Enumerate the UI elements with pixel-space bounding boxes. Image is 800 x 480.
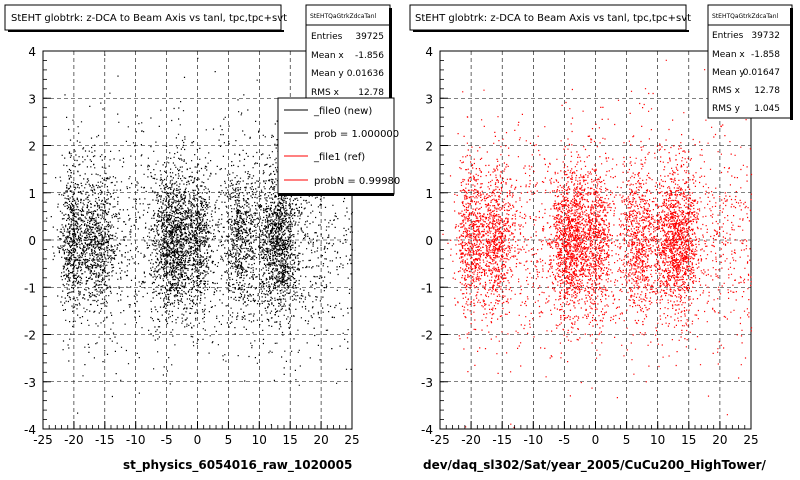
right-stats-label-entries: Entries [712, 31, 744, 41]
right-stats-label-mean-x: Mean x [712, 50, 745, 60]
x-tick-label: 0 [592, 433, 600, 447]
right-stats-value-mean-x: -1.858 [751, 50, 780, 60]
left-stats-value-mean-x: -1.856 [355, 51, 384, 61]
left-stats-box: StEHTQaGtrkZdcaTanl Entries 39725 Mean x… [305, 4, 392, 104]
left-scatter-points [46, 54, 353, 426]
y-tick-label: 4 [28, 45, 36, 59]
legend-label-file1: _file1 (ref) [313, 152, 365, 163]
y-tick-label: -2 [24, 329, 36, 343]
scatter-points-path [442, 59, 753, 429]
y-tick-label: 2 [28, 140, 36, 154]
x-tick-label: 10 [650, 433, 665, 447]
right-title-box: StEHT globtrk: z-DCA to Beam Axis vs tan… [409, 4, 691, 32]
left-stats-label-mean-x: Mean x [311, 51, 344, 61]
x-tick-label: -5 [558, 433, 570, 447]
x-tick-label: 20 [712, 433, 727, 447]
x-tick-label: -20 [64, 433, 84, 447]
y-tick-label: 0 [28, 234, 36, 248]
y-tick-label: 3 [425, 92, 433, 106]
x-tick-label: 5 [623, 433, 631, 447]
y-tick-label: 0 [425, 234, 433, 248]
y-tick-label: 1 [28, 187, 36, 201]
y-tick-label: 2 [425, 140, 433, 154]
y-tick-label: 1 [425, 187, 433, 201]
y-tick-label: -1 [421, 281, 433, 295]
legend-label-file0: _file0 (new) [313, 106, 372, 117]
x-tick-label: -15 [492, 433, 512, 447]
left-stats-value-rms-x: 12.78 [358, 88, 384, 98]
y-tick-label: -4 [24, 423, 36, 437]
left-title-box: StEHT globtrk: z-DCA to Beam Axis vs tan… [4, 4, 287, 32]
y-tick-label: -1 [24, 281, 36, 295]
left-title: StEHT globtrk: z-DCA to Beam Axis vs tan… [11, 13, 287, 24]
scatter-points-path [46, 54, 353, 426]
x-tick-label: -10 [126, 433, 146, 447]
right-stats-value-entries: 39732 [751, 31, 780, 41]
x-tick-label: 5 [225, 433, 233, 447]
right-stats-label-rms-x: RMS x [712, 86, 741, 96]
x-tick-label: -5 [161, 433, 173, 447]
right-stats-value-mean-y: 0.01647 [743, 68, 780, 78]
x-tick-label: 25 [344, 433, 359, 447]
legend-label-probn: probN = 0.99980 [314, 176, 400, 187]
right-stats-value-rms-y: 1.045 [754, 104, 780, 114]
data-path-label: dev/daq_sl302/Sat/year_2005/CuCu200_High… [423, 458, 767, 473]
left-stats-name: StEHTQaGtrkZdcaTanl [310, 13, 377, 20]
x-tick-label: 15 [681, 433, 696, 447]
x-tick-label: 10 [252, 433, 267, 447]
x-tick-label: 20 [313, 433, 328, 447]
right-stats-value-rms-x: 12.78 [754, 86, 780, 96]
right-stats-label-rms-y: RMS y [712, 104, 741, 114]
y-tick-label: -4 [421, 423, 433, 437]
x-tick-label: -15 [95, 433, 115, 447]
right-stats-label-mean-y: Mean y [712, 68, 745, 78]
x-tick-label: 25 [743, 433, 758, 447]
left-stats-value-mean-y: 0.01636 [347, 69, 384, 79]
y-tick-label: 4 [425, 45, 433, 59]
y-tick-label: 3 [28, 92, 36, 106]
left-stats-value-entries: 39725 [355, 32, 384, 42]
x-tick-label: 0 [194, 433, 202, 447]
x-tick-label: -25 [33, 433, 53, 447]
right-scatter-points [442, 59, 753, 429]
y-tick-label: -3 [24, 376, 36, 390]
x-tick-label: -25 [430, 433, 450, 447]
left-stats-label-mean-y: Mean y [311, 69, 344, 79]
x-tick-label: -10 [523, 433, 543, 447]
x-tick-label: 15 [283, 433, 298, 447]
right-stats-name: StEHTQaGtrkZdcaTanl [712, 13, 779, 20]
y-tick-label: -3 [421, 376, 433, 390]
run-file-label: st_physics_6054016_raw_1020005 [123, 458, 352, 473]
legend-label-prob: prob = 1.000000 [314, 129, 399, 140]
left-stats-label-entries: Entries [311, 32, 343, 42]
x-tick-label: -20 [461, 433, 481, 447]
right-stats-box: StEHTQaGtrkZdcaTanl Entries 39732 Mean x… [707, 4, 793, 120]
legend-box: _file0 (new) prob = 1.000000 _file1 (ref… [277, 97, 400, 196]
left-stats-label-rms-x: RMS x [311, 88, 340, 98]
right-title: StEHT globtrk: z-DCA to Beam Axis vs tan… [415, 13, 691, 24]
y-tick-label: -2 [421, 329, 433, 343]
